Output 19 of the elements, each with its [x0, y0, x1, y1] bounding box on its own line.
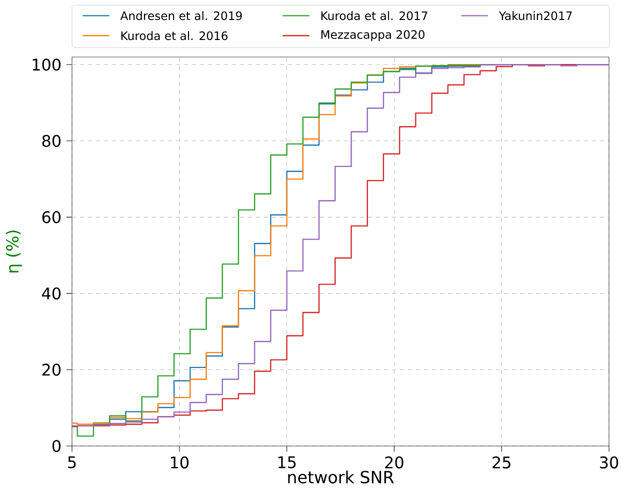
y-tick-label: 60	[42, 211, 61, 224]
x-tick-label: 5	[68, 456, 76, 468]
y-tick-label: 80	[42, 134, 61, 147]
y-tick-label: 40	[42, 287, 61, 300]
y-tick-label: 0	[52, 440, 61, 452]
legend-label: Andresen et al. 2019	[120, 11, 242, 20]
x-tick-label: 15	[278, 456, 296, 468]
legend-label: Kuroda et al. 2017	[321, 11, 428, 20]
x-tick-label: 10	[170, 456, 189, 469]
y-tick-label: 20	[42, 364, 61, 376]
legend-label: Mezzacappa 2020	[321, 30, 424, 42]
y-axis-title: η (%)	[6, 230, 22, 272]
x-tick-label: 25	[492, 456, 510, 469]
y-tick-label: 100	[32, 58, 61, 71]
x-tick-label: 20	[385, 456, 404, 469]
x-axis-title: network SNR	[288, 470, 394, 484]
legend-label: Yakunin2017	[498, 11, 572, 20]
x-tick-label: 30	[600, 456, 618, 469]
legend-label: Kuroda et al. 2016	[121, 31, 228, 40]
